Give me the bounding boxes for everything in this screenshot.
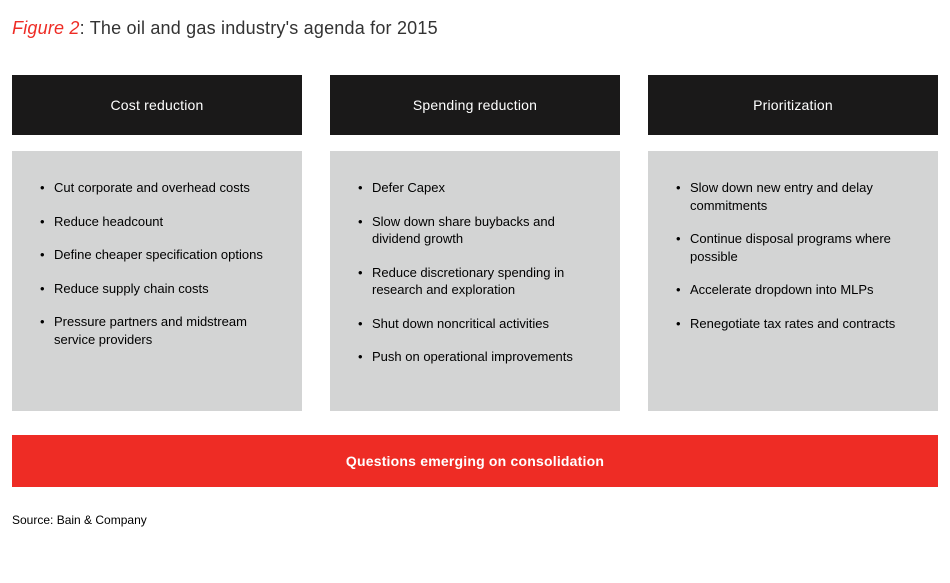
column-body: Defer Capex Slow down share buybacks and… <box>330 151 620 411</box>
list-item: Slow down share buybacks and dividend gr… <box>358 213 598 248</box>
figure-separator: : <box>80 18 90 38</box>
list-item: Reduce headcount <box>40 213 280 231</box>
source-attribution: Source: Bain & Company <box>12 513 938 527</box>
figure-label: Figure 2 <box>12 18 80 38</box>
list-item: Pressure partners and midstream service … <box>40 313 280 348</box>
list-item: Renegotiate tax rates and contracts <box>676 315 916 333</box>
consolidation-banner: Questions emerging on consolidation <box>12 435 938 487</box>
column-body: Slow down new entry and delay commitment… <box>648 151 938 411</box>
column-list: Slow down new entry and delay commitment… <box>676 179 916 332</box>
column-header: Spending reduction <box>330 75 620 135</box>
list-item: Cut corporate and overhead costs <box>40 179 280 197</box>
column-spending-reduction: Spending reduction Defer Capex Slow down… <box>330 75 620 411</box>
list-item: Reduce discretionary spending in researc… <box>358 264 598 299</box>
list-item: Continue disposal programs where possibl… <box>676 230 916 265</box>
column-prioritization: Prioritization Slow down new entry and d… <box>648 75 938 411</box>
column-header: Prioritization <box>648 75 938 135</box>
list-item: Define cheaper specification options <box>40 246 280 264</box>
columns-container: Cost reduction Cut corporate and overhea… <box>12 75 938 411</box>
list-item: Push on operational improvements <box>358 348 598 366</box>
column-body: Cut corporate and overhead costs Reduce … <box>12 151 302 411</box>
list-item: Reduce supply chain costs <box>40 280 280 298</box>
list-item: Slow down new entry and delay commitment… <box>676 179 916 214</box>
column-list: Cut corporate and overhead costs Reduce … <box>40 179 280 348</box>
list-item: Defer Capex <box>358 179 598 197</box>
column-cost-reduction: Cost reduction Cut corporate and overhea… <box>12 75 302 411</box>
column-header: Cost reduction <box>12 75 302 135</box>
list-item: Accelerate dropdown into MLPs <box>676 281 916 299</box>
figure-caption: The oil and gas industry's agenda for 20… <box>90 18 438 38</box>
list-item: Shut down noncritical activities <box>358 315 598 333</box>
figure-title: Figure 2: The oil and gas industry's age… <box>12 18 938 39</box>
column-list: Defer Capex Slow down share buybacks and… <box>358 179 598 366</box>
